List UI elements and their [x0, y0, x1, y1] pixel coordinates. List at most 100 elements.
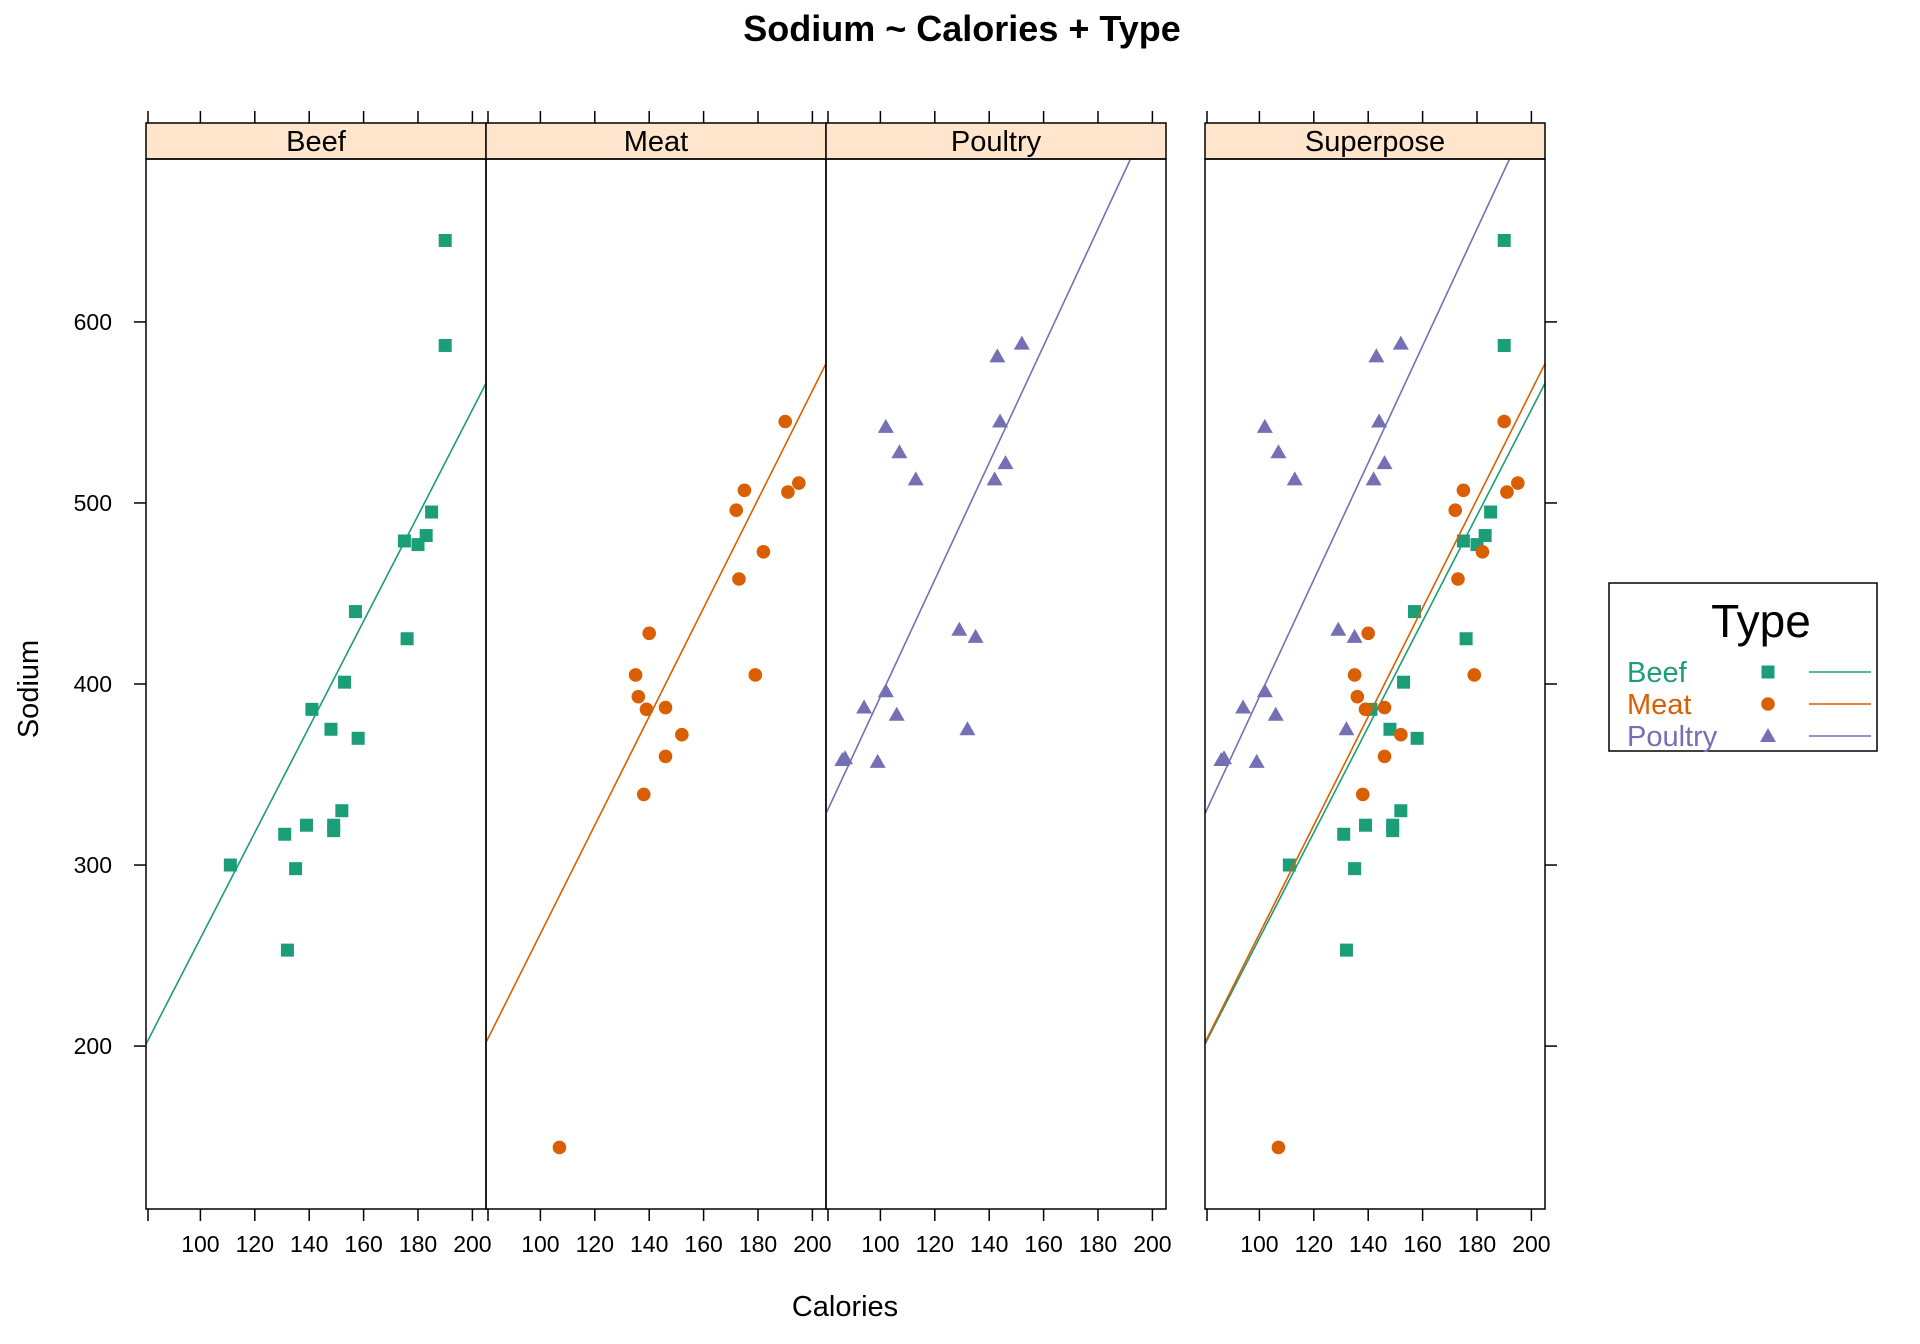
point-beef-16 [419, 529, 433, 543]
point-meat-1 [628, 668, 643, 682]
point-poultry-3 [1248, 753, 1265, 768]
point-beef-8 [1386, 824, 1400, 838]
x-tick-label-0-100: 100 [181, 1231, 219, 1257]
point-beef-17 [425, 505, 439, 519]
point-poultry-6 [888, 706, 905, 721]
x-tick-label-1-180: 180 [739, 1231, 777, 1257]
point-beef-13 [1456, 534, 1470, 548]
point-meat-4 [1358, 702, 1373, 717]
x-axis-label: Calories [792, 1291, 898, 1323]
point-meat-1 [1347, 668, 1362, 682]
x-tick-label-3-200: 200 [1512, 1231, 1550, 1257]
x-tick-label-2-140: 140 [970, 1231, 1008, 1257]
y-tick-label-300: 300 [74, 852, 112, 878]
point-poultry-4 [877, 683, 894, 698]
point-beef-4 [1358, 818, 1372, 832]
point-poultry-14 [1371, 413, 1388, 428]
point-beef-17 [1484, 505, 1498, 519]
point-meat-0 [1271, 1140, 1286, 1155]
x-tick-label-3-120: 120 [1295, 1231, 1333, 1257]
x-tick-label-2-180: 180 [1079, 1231, 1117, 1257]
legend-box [1608, 582, 1878, 752]
point-meat-11 [1456, 483, 1471, 498]
strip-poultry [825, 122, 1167, 160]
point-meat-16 [1511, 476, 1525, 490]
point-poultry-1 [837, 750, 854, 765]
y-tick-label-600: 600 [74, 309, 112, 335]
point-beef-18 [1497, 338, 1511, 352]
fit-line-meat [1205, 363, 1545, 1043]
point-meat-7 [1377, 749, 1392, 764]
point-beef-9 [335, 804, 349, 818]
panel-superpose: Superpose [1204, 122, 1546, 1210]
point-poultry-10 [959, 721, 976, 736]
point-poultry-7 [891, 444, 908, 459]
point-beef-6 [1383, 722, 1397, 736]
point-poultry-16 [1392, 335, 1409, 350]
panels: Beef Meat Poultry Superpose 100 120 140 160 180 2… [74, 111, 1557, 1257]
point-meat-6 [1377, 700, 1392, 715]
panel-data-beef [146, 233, 486, 1045]
point-beef-9 [1394, 804, 1408, 818]
point-poultry-10 [1338, 721, 1355, 736]
panel-frame-beef [145, 158, 487, 1210]
x-tick-label-0-160: 160 [344, 1231, 382, 1257]
panel-frame-poultry [825, 158, 1167, 1210]
point-poultry-7 [1270, 444, 1287, 459]
point-meat-12 [1467, 668, 1482, 682]
point-meat-5 [642, 626, 656, 641]
point-beef-3 [289, 862, 303, 876]
point-poultry-8 [907, 471, 924, 486]
x-tick-label-2-120: 120 [916, 1231, 954, 1257]
x-tick-label-1-120: 120 [576, 1231, 614, 1257]
panel-poultry: Poultry [825, 122, 1167, 1210]
point-poultry-13 [1368, 348, 1385, 363]
point-meat-5 [1361, 626, 1375, 641]
point-meat-3 [1355, 787, 1370, 802]
point-meat-13 [1475, 545, 1490, 559]
x-tick-label-1-140: 140 [630, 1231, 668, 1257]
point-poultry-14 [992, 413, 1009, 428]
point-meat-10 [732, 572, 746, 586]
point-beef-19 [438, 233, 452, 247]
point-beef-10 [1397, 675, 1411, 689]
strip-label-superpose: Superpose [1305, 126, 1445, 158]
point-meat-15 [781, 485, 795, 499]
x-tick-label-0-180: 180 [399, 1231, 437, 1257]
point-beef-0 [223, 858, 237, 872]
legend-marker-beef [1761, 665, 1775, 679]
point-poultry-8 [1286, 471, 1303, 486]
panel-meat: Meat [485, 122, 827, 1210]
point-poultry-5 [877, 418, 894, 433]
panel-beef: Beef [145, 122, 487, 1210]
point-meat-2 [631, 689, 646, 704]
strip-label-beef: Beef [286, 126, 347, 158]
point-poultry-5 [1256, 418, 1273, 433]
point-poultry-9 [1330, 621, 1347, 636]
chart-title: Sodium ~ Calories + Type [743, 8, 1180, 49]
legend-label-poultry: Poultry [1627, 721, 1718, 753]
strip-label-meat: Meat [624, 126, 688, 158]
point-meat-12 [748, 668, 763, 682]
point-beef-14 [400, 632, 414, 646]
panel-frame-superpose [1204, 158, 1546, 1210]
x-tick-label-2-100: 100 [861, 1231, 899, 1257]
point-beef-18 [438, 338, 452, 352]
y-axis: 200 300 400 500 600 [74, 309, 1557, 1059]
point-meat-7 [658, 749, 673, 764]
point-beef-8 [327, 824, 341, 838]
point-meat-14 [778, 414, 792, 429]
point-meat-10 [1451, 572, 1465, 586]
y-tick-label-500: 500 [74, 490, 112, 516]
x-tick-label-0-200: 200 [453, 1231, 491, 1257]
point-poultry-6 [1267, 706, 1284, 721]
point-meat-16 [792, 476, 806, 490]
legend-title: Type [1711, 595, 1811, 647]
point-beef-11 [348, 605, 362, 619]
point-meat-15 [1500, 485, 1514, 499]
point-beef-2 [280, 943, 294, 957]
point-meat-2 [1350, 689, 1365, 704]
point-beef-11 [1407, 605, 1421, 619]
strip-label-poultry: Poultry [951, 126, 1042, 158]
